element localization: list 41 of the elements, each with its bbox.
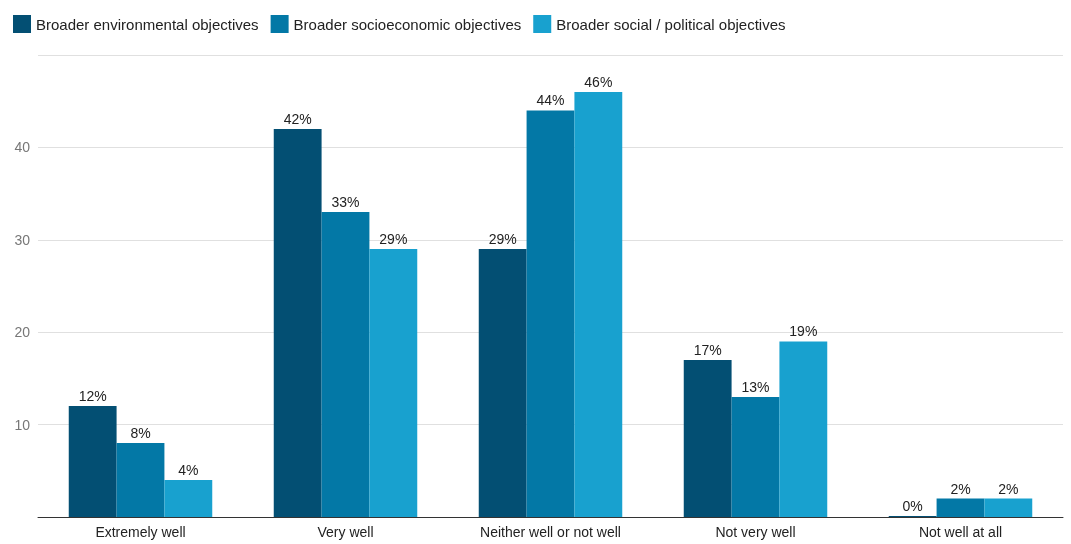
y-tick-label: 30 — [14, 231, 31, 248]
data-label: 17% — [693, 341, 722, 358]
data-label: 4% — [178, 462, 199, 479]
data-label: 0% — [902, 498, 923, 514]
legend-label: Broader environmental objectives — [36, 15, 259, 33]
data-label: 13% — [741, 378, 770, 395]
bar — [478, 249, 527, 517]
x-tick-label: Neither well or not well — [480, 524, 621, 540]
y-tick-label: 10 — [14, 416, 31, 433]
data-label: 44% — [536, 92, 565, 109]
bar — [116, 443, 165, 517]
bar — [984, 498, 1033, 517]
bar — [683, 359, 732, 517]
bar — [779, 341, 828, 517]
bar — [731, 396, 780, 517]
data-label: 29% — [488, 231, 517, 248]
data-label: 46% — [584, 73, 613, 90]
bar — [574, 91, 623, 517]
x-tick-label: Extremely well — [95, 524, 186, 540]
data-label: 29% — [379, 231, 408, 248]
bar — [936, 498, 985, 517]
x-tick-label: Not very well — [715, 524, 796, 540]
bar — [164, 480, 213, 517]
bar — [321, 212, 370, 517]
data-label: 33% — [331, 194, 360, 211]
data-label: 8% — [130, 425, 151, 442]
x-tick-label: Very well — [317, 524, 374, 540]
legend-label: Broader social / political objectives — [556, 15, 786, 33]
x-tick-label: Not well at all — [918, 524, 1003, 540]
bar — [68, 406, 117, 517]
y-tick-label: 40 — [14, 139, 31, 156]
data-label: 12% — [78, 388, 107, 405]
data-label: 2% — [950, 480, 971, 497]
data-label: 42% — [283, 110, 312, 127]
data-label: 19% — [789, 323, 818, 340]
data-label: 2% — [998, 480, 1019, 497]
bar — [273, 128, 322, 517]
bar — [526, 110, 575, 517]
bar — [369, 249, 418, 517]
legend-label: Broader socioeconomic objectives — [293, 15, 522, 33]
y-tick-label: 20 — [14, 324, 31, 341]
